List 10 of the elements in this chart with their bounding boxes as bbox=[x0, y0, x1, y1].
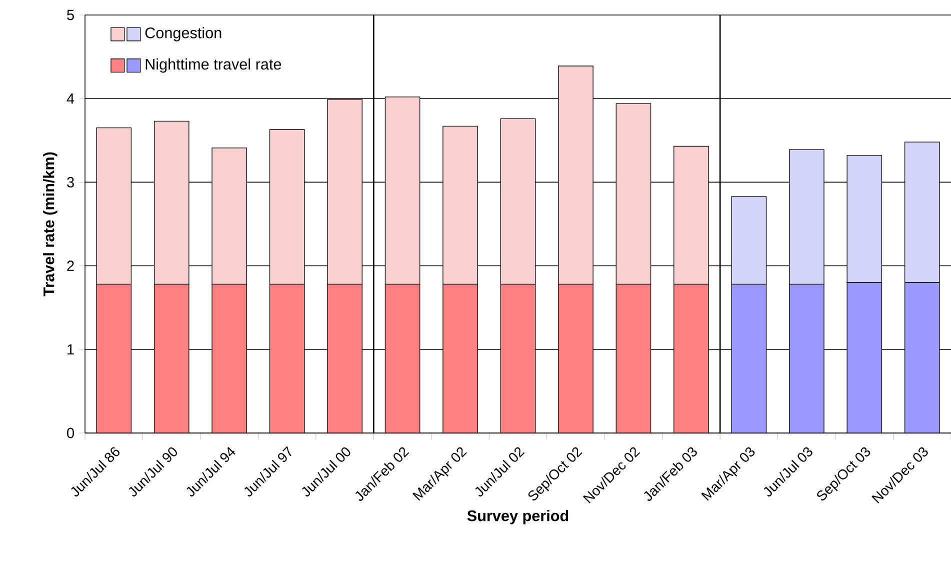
y-tick-label: 1 bbox=[68, 344, 74, 354]
y-axis-title: Travel rate (min/km) bbox=[43, 152, 58, 296]
y-tick-label: 5 bbox=[67, 10, 74, 20]
legend-label: Congestion bbox=[145, 27, 222, 42]
y-tick-label: 3 bbox=[67, 177, 74, 188]
legend-label: Nighttime travel rate bbox=[146, 58, 282, 73]
y-tick-label: 2 bbox=[67, 260, 74, 271]
x-axis-title: Survey period bbox=[467, 510, 568, 524]
y-tick-label: 4 bbox=[66, 94, 74, 104]
y-tick-label: 0 bbox=[67, 428, 74, 438]
